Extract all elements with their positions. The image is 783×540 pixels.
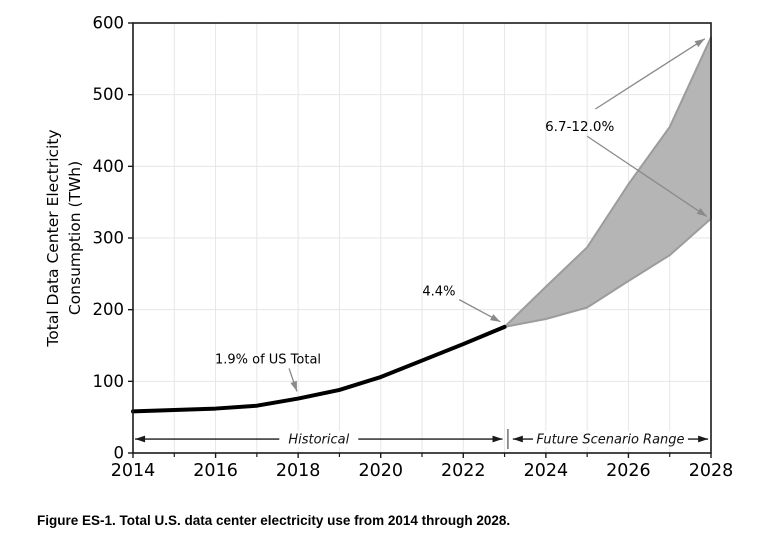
arrowhead	[694, 38, 705, 48]
historical-line	[131, 324, 507, 414]
annotation-arrow	[595, 38, 706, 110]
x-tick-label: 2020	[358, 461, 403, 481]
chart-canvas: 2014 2016 2018 2020 2022 2024 2026 2028 0 100 200 3…	[44, 14, 734, 482]
range-label: Historical	[288, 433, 349, 448]
y-tick-label: 300	[93, 229, 125, 248]
y-tick-label: 400	[93, 157, 125, 176]
y-axis-label-line2: Consumption (TWh)	[66, 161, 84, 315]
y-tick-label: 600	[93, 14, 125, 33]
x-tick-label: 2022	[441, 461, 486, 481]
arrowhead	[512, 435, 523, 443]
x-tick-label: 2016	[193, 461, 238, 481]
y-tick-label: 500	[93, 85, 125, 104]
y-tick-label: 200	[93, 300, 125, 319]
range-label-bg	[279, 431, 359, 448]
y-axis-label-line1: Total Data Center Electricity	[44, 129, 62, 347]
arrowhead	[696, 208, 707, 217]
annotation-text: 1.9% of US Total	[215, 352, 321, 367]
x-tick-label: 2028	[689, 461, 734, 481]
x-tick-label: 2018	[276, 461, 321, 481]
figure-caption: Figure ES-1. Total U.S. data center elec…	[37, 513, 511, 528]
annotation-text: 4.4%	[422, 284, 455, 299]
y-tick-label: 0	[114, 444, 125, 463]
arrowhead	[135, 435, 146, 443]
range-label-bg	[533, 431, 688, 448]
range-label: Future Scenario Range	[536, 433, 684, 448]
future-scenario-band	[503, 36, 712, 328]
annotation-arrow	[586, 135, 708, 218]
arrowhead	[290, 380, 297, 392]
y-tick-label: 100	[93, 372, 125, 391]
arrowhead	[490, 314, 501, 322]
arrowhead	[492, 435, 503, 443]
arrowhead	[698, 435, 709, 443]
x-tick-label: 2026	[606, 461, 651, 481]
annotation-text: 6.7-12.0%	[545, 119, 614, 135]
x-tick-label: 2014	[111, 461, 156, 481]
x-tick-label: 2024	[524, 461, 569, 481]
